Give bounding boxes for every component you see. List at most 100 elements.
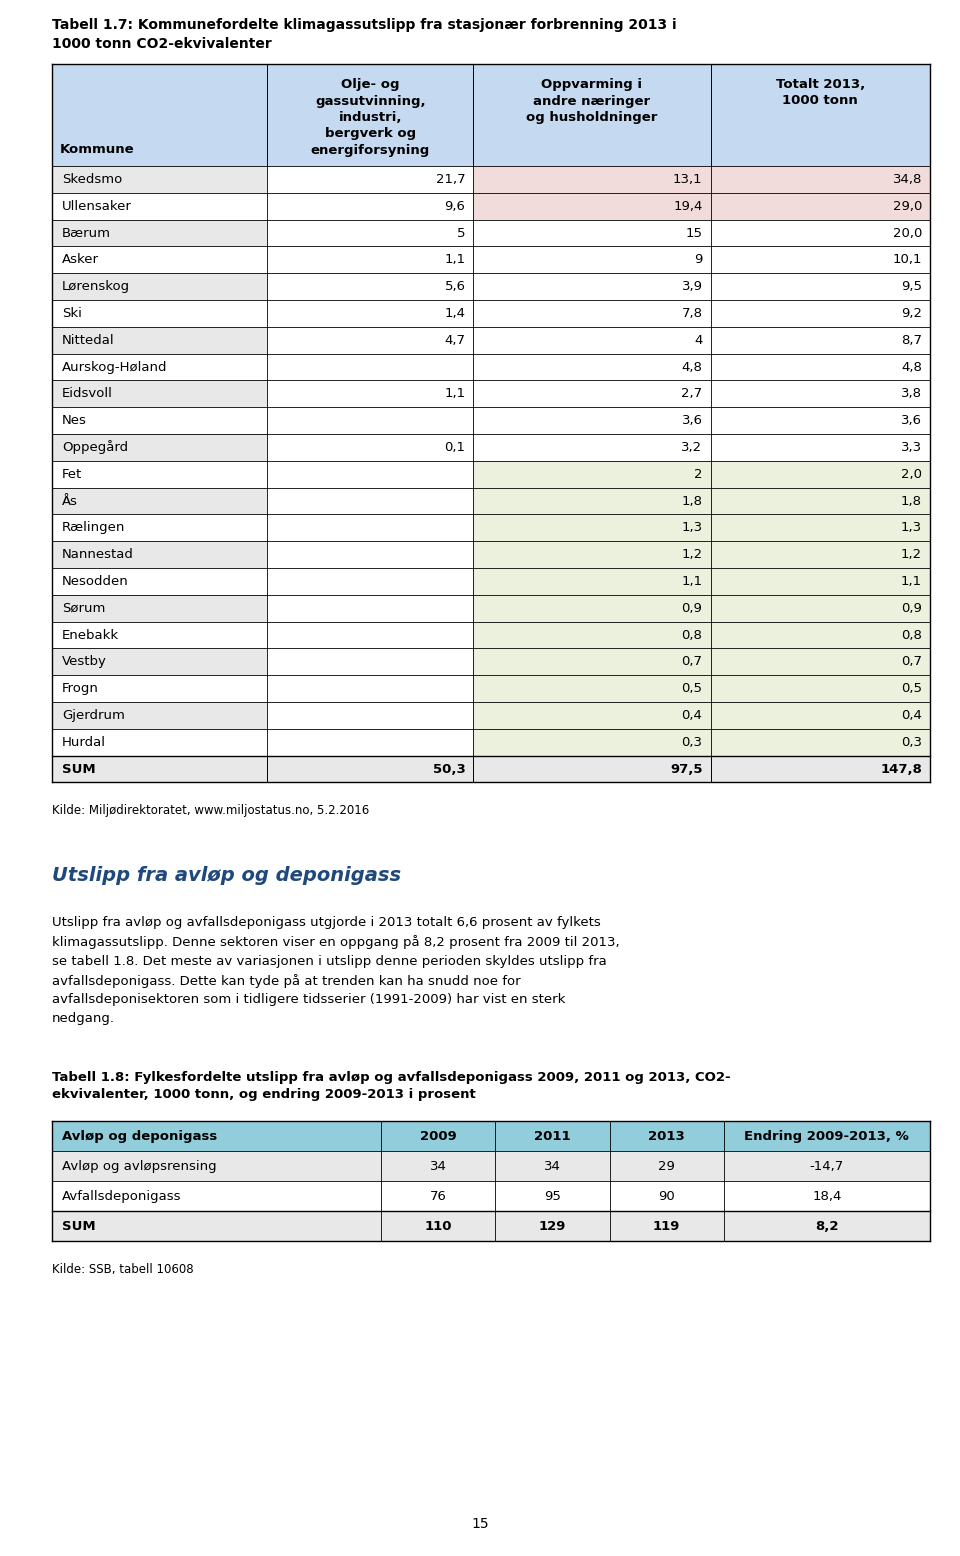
Text: 9,2: 9,2 xyxy=(901,307,922,321)
Bar xyxy=(52,515,267,541)
Text: Nannestad: Nannestad xyxy=(62,548,133,562)
Bar xyxy=(710,380,930,408)
Text: 29: 29 xyxy=(659,1159,675,1173)
Text: Kommune: Kommune xyxy=(60,143,134,156)
Text: 2: 2 xyxy=(694,468,703,481)
Bar xyxy=(710,702,930,728)
Bar xyxy=(267,461,473,487)
Bar xyxy=(52,675,267,702)
Bar xyxy=(473,568,710,594)
Text: 34,8: 34,8 xyxy=(893,173,922,185)
Bar xyxy=(267,649,473,675)
Bar xyxy=(267,621,473,649)
Bar xyxy=(710,594,930,621)
Text: Skedsmo: Skedsmo xyxy=(62,173,122,185)
Text: 3,6: 3,6 xyxy=(682,414,703,426)
Text: 9,6: 9,6 xyxy=(444,199,466,213)
Bar xyxy=(473,621,710,649)
Text: 97,5: 97,5 xyxy=(670,762,703,775)
Text: 1,3: 1,3 xyxy=(682,521,703,534)
Bar xyxy=(710,461,930,487)
Bar xyxy=(710,487,930,515)
Text: Lørenskog: Lørenskog xyxy=(62,280,131,293)
Bar xyxy=(267,594,473,621)
Bar xyxy=(710,541,930,568)
Text: 1,8: 1,8 xyxy=(682,495,703,507)
Bar xyxy=(52,702,267,728)
Text: Tabell 1.8: Fylkesfordelte utslipp fra avløp og avfallsdeponigass 2009, 2011 og : Tabell 1.8: Fylkesfordelte utslipp fra a… xyxy=(52,1072,731,1102)
Bar xyxy=(52,487,267,515)
Text: 0,4: 0,4 xyxy=(682,710,703,722)
Text: Aurskog-Høland: Aurskog-Høland xyxy=(62,361,167,373)
Bar xyxy=(52,649,267,675)
Bar xyxy=(473,675,710,702)
Bar xyxy=(710,515,930,541)
Bar xyxy=(473,434,710,461)
Bar xyxy=(267,353,473,380)
Bar xyxy=(52,166,267,193)
Text: 3,8: 3,8 xyxy=(901,387,922,400)
Text: Eidsvoll: Eidsvoll xyxy=(62,387,113,400)
Bar xyxy=(710,649,930,675)
Bar xyxy=(710,327,930,353)
Bar xyxy=(473,594,710,621)
Text: 1,1: 1,1 xyxy=(444,387,466,400)
Text: Enebakk: Enebakk xyxy=(62,629,119,641)
Text: Utslipp fra avløp og deponigass: Utslipp fra avløp og deponigass xyxy=(52,867,401,885)
Text: 0,3: 0,3 xyxy=(901,736,922,748)
Bar xyxy=(267,327,473,353)
Bar xyxy=(473,380,710,408)
Text: 2,0: 2,0 xyxy=(901,468,922,481)
Bar xyxy=(473,274,710,300)
Text: 0,8: 0,8 xyxy=(682,629,703,641)
Text: 147,8: 147,8 xyxy=(880,762,922,775)
Bar xyxy=(52,1151,930,1181)
Text: 1,1: 1,1 xyxy=(444,254,466,266)
Text: Ås: Ås xyxy=(62,495,78,507)
Text: 21,7: 21,7 xyxy=(436,173,466,185)
Bar xyxy=(267,541,473,568)
Bar xyxy=(710,408,930,434)
Text: 29,0: 29,0 xyxy=(893,199,922,213)
Text: Avløp og avløpsrensing: Avløp og avløpsrensing xyxy=(62,1159,217,1173)
Text: 4,8: 4,8 xyxy=(682,361,703,373)
Text: Ullensaker: Ullensaker xyxy=(62,199,132,213)
Text: 129: 129 xyxy=(539,1220,566,1232)
Text: 4,8: 4,8 xyxy=(901,361,922,373)
Text: Bærum: Bærum xyxy=(62,227,111,240)
Bar xyxy=(473,408,710,434)
Bar xyxy=(52,408,267,434)
Bar xyxy=(52,353,267,380)
Bar xyxy=(473,702,710,728)
Text: 2,7: 2,7 xyxy=(682,387,703,400)
Text: 3,9: 3,9 xyxy=(682,280,703,293)
Text: 20,0: 20,0 xyxy=(893,227,922,240)
Bar xyxy=(52,1212,930,1242)
Text: Nittedal: Nittedal xyxy=(62,333,114,347)
Text: 19,4: 19,4 xyxy=(673,199,703,213)
Bar xyxy=(267,408,473,434)
Bar xyxy=(473,728,710,756)
Bar xyxy=(52,728,267,756)
Text: 0,7: 0,7 xyxy=(901,655,922,668)
Bar xyxy=(710,246,930,274)
Bar xyxy=(267,380,473,408)
Text: 10,1: 10,1 xyxy=(893,254,922,266)
Text: SUM: SUM xyxy=(62,762,96,775)
Text: Endring 2009-2013, %: Endring 2009-2013, % xyxy=(744,1130,909,1144)
Text: 0,9: 0,9 xyxy=(682,602,703,615)
Text: 90: 90 xyxy=(659,1190,675,1203)
Text: 18,4: 18,4 xyxy=(812,1190,842,1203)
Text: 0,7: 0,7 xyxy=(682,655,703,668)
Text: 15: 15 xyxy=(471,1517,489,1531)
Text: Frogn: Frogn xyxy=(62,682,99,696)
Text: Avfallsdeponigass: Avfallsdeponigass xyxy=(62,1190,181,1203)
Bar xyxy=(52,300,267,327)
Bar xyxy=(267,728,473,756)
Text: Sørum: Sørum xyxy=(62,602,106,615)
Text: 1,1: 1,1 xyxy=(900,574,922,588)
Text: Asker: Asker xyxy=(62,254,99,266)
Bar xyxy=(473,515,710,541)
Text: 1,3: 1,3 xyxy=(900,521,922,534)
Text: 2013: 2013 xyxy=(648,1130,685,1144)
